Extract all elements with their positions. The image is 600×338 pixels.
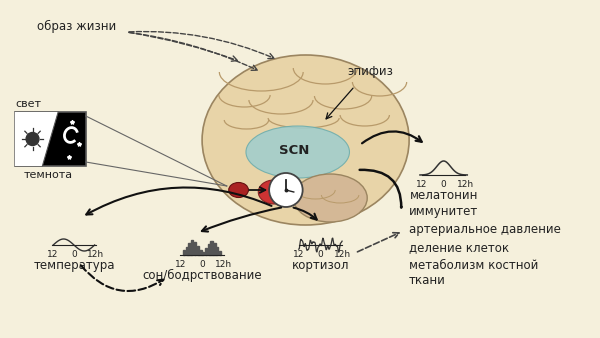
Bar (50, 112, 86, 166)
Bar (218, 251, 221, 255)
Bar (205, 248, 207, 255)
Text: кортизол: кортизол (292, 259, 349, 272)
Text: артериальное давление: артериальное давление (409, 223, 561, 236)
Bar (194, 242, 196, 255)
Text: сон/бодрствование: сон/бодрствование (142, 269, 262, 282)
Bar (188, 243, 191, 255)
Bar (202, 252, 205, 255)
Ellipse shape (202, 55, 409, 225)
FancyArrowPatch shape (359, 170, 401, 208)
Bar (15, 112, 50, 166)
Text: SCN: SCN (278, 144, 309, 157)
Ellipse shape (246, 126, 349, 178)
Ellipse shape (258, 180, 290, 204)
Bar (199, 250, 202, 255)
Circle shape (269, 173, 302, 207)
Text: 12h: 12h (215, 260, 232, 269)
Text: 12h: 12h (334, 250, 350, 259)
Circle shape (26, 132, 39, 145)
Text: иммунитет: иммунитет (409, 205, 478, 218)
Text: 0: 0 (199, 260, 205, 269)
Text: темнота: темнота (24, 170, 73, 180)
Text: 12h: 12h (87, 250, 104, 259)
Bar (191, 240, 193, 255)
Text: метаболизм костной
ткани: метаболизм костной ткани (409, 259, 538, 287)
Text: 0: 0 (71, 250, 77, 259)
Polygon shape (15, 112, 86, 166)
Text: свет: свет (16, 99, 42, 109)
Text: 12: 12 (175, 260, 186, 269)
Bar (208, 244, 210, 255)
Bar (211, 241, 213, 255)
Text: 12: 12 (47, 250, 58, 259)
Text: образ жизни: образ жизни (37, 20, 117, 33)
Polygon shape (15, 112, 86, 166)
Ellipse shape (293, 174, 367, 222)
Text: 12h: 12h (457, 180, 474, 189)
Text: 12: 12 (293, 250, 304, 259)
Text: температура: температура (33, 259, 115, 272)
Bar (216, 247, 218, 255)
Bar (197, 246, 199, 255)
Text: мелатонин: мелатонин (409, 189, 478, 202)
Bar (213, 243, 215, 255)
Polygon shape (15, 112, 86, 166)
Text: 0: 0 (317, 250, 323, 259)
Ellipse shape (229, 183, 248, 197)
Text: деление клеток: деление клеток (409, 241, 509, 254)
Text: 0: 0 (441, 180, 446, 189)
Text: 12: 12 (416, 180, 428, 189)
Text: эпифиз: эпифиз (347, 65, 393, 78)
Polygon shape (15, 112, 58, 166)
Bar (183, 250, 185, 255)
Bar (185, 247, 188, 255)
